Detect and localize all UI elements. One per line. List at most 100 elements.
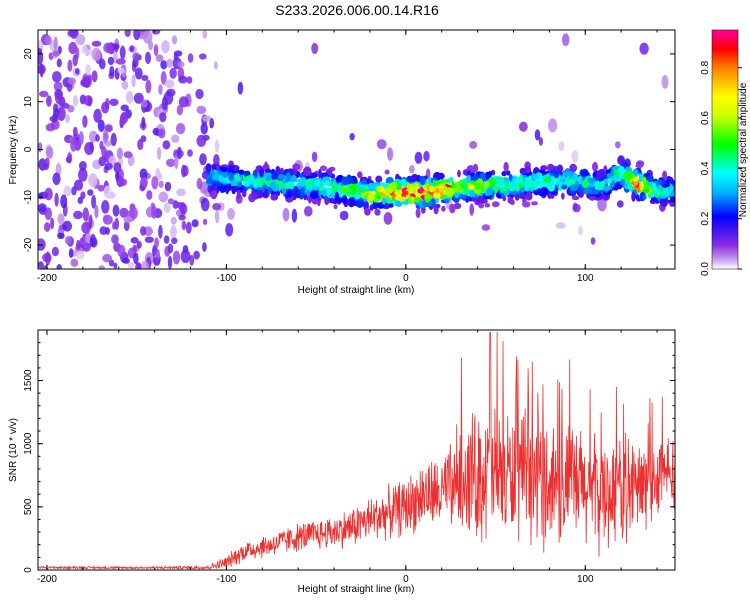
spectrogram-cell: [50, 217, 55, 230]
spectrogram-cell: [625, 166, 632, 173]
spectrogram-cell: [56, 58, 62, 68]
spectrogram-cell: [202, 242, 207, 252]
spectrogram-cell: [547, 182, 556, 192]
spectrogram-cell: [506, 170, 511, 176]
spectrogram-cell: [157, 128, 166, 139]
spectrogram-cell: [458, 193, 467, 200]
spectrogram-cell: [220, 166, 228, 173]
spectrogram-cell: [82, 76, 92, 88]
spectrogram-cell: [141, 99, 148, 108]
spectrogram-cell: [225, 223, 234, 237]
spectrogram-cell: [95, 134, 100, 142]
spectrogram-cell: [213, 154, 220, 167]
spectrogram-cell: [132, 52, 140, 61]
spectrogram-cell: [51, 246, 60, 257]
spectrogram-cell: [158, 224, 163, 239]
spectrogram-cell: [202, 115, 211, 122]
spectrogram-cell: [319, 190, 328, 195]
spectrogram-cell: [237, 81, 244, 95]
spectrogram-cell: [164, 181, 172, 192]
spectrogram-cell: [264, 188, 269, 198]
spectrogram-cell: [410, 197, 415, 203]
spectrogram-cell: [167, 255, 173, 269]
spectrogram-cell: [481, 224, 491, 231]
spectrogram-cell: [257, 178, 262, 187]
spectrogram-cell: [81, 222, 91, 234]
spectrogram-x-label: Height of straight line (km): [298, 285, 415, 296]
spectrogram-cell: [493, 185, 500, 192]
spectrogram-cell: [144, 236, 154, 243]
y-tick-label: 1000: [23, 432, 34, 455]
spectrogram-cell: [259, 168, 264, 178]
spectrogram-cell: [102, 129, 109, 144]
spectrogram-cell: [155, 248, 160, 259]
spectrogram-cell: [413, 196, 421, 203]
spectrogram-cell: [62, 220, 73, 232]
spectrogram-cell: [391, 181, 398, 192]
spectrogram-cell: [548, 118, 558, 133]
spectrogram-cell: [167, 198, 174, 205]
spectrogram-cell: [485, 174, 490, 179]
spectrogram-cell: [463, 184, 469, 193]
spectrogram-cell: [125, 91, 134, 104]
spectrogram-cell: [210, 190, 218, 200]
spectrogram-cell: [179, 203, 188, 215]
spectrogram-cell: [174, 155, 179, 170]
spectrogram-cell: [177, 61, 185, 68]
spectrogram-cell: [490, 169, 496, 176]
spectrogram-cell: [409, 165, 415, 174]
x-tick-label: -100: [216, 574, 236, 585]
spectrogram-cell: [424, 193, 431, 200]
spectrogram-cell: [199, 53, 207, 60]
spectrogram-cell: [620, 178, 625, 186]
spectrogram-cell: [166, 158, 176, 167]
spectrogram-cell: [101, 101, 110, 114]
spectrogram-cell: [141, 75, 149, 81]
spectrogram-cell: [318, 168, 322, 179]
spectrogram-cell: [151, 204, 157, 219]
spectrogram-cell: [102, 214, 113, 225]
spectrogram-cell: [307, 195, 312, 204]
spectrogram-cell: [68, 248, 74, 259]
spectrogram-cell: [54, 192, 59, 207]
spectrogram-cell: [44, 207, 52, 220]
spectrogram-cell: [123, 151, 133, 159]
spectrogram-cell: [72, 54, 78, 67]
spectrogram-cell: [635, 164, 644, 168]
spectrogram-cell: [642, 176, 647, 185]
spectrogram-cell: [333, 204, 338, 210]
spectrogram-cell: [91, 70, 98, 83]
spectrogram-cell: [298, 178, 306, 187]
spectrogram-cell: [44, 35, 52, 46]
spectrogram-cell: [166, 58, 173, 68]
spectrogram-cell: [75, 68, 80, 75]
spectrogram-cell: [141, 176, 148, 188]
spectrogram-y-ticks: -20 -10 0 10 20: [23, 48, 675, 252]
spectrogram-cell: [561, 184, 568, 190]
spectrogram-cell: [400, 190, 409, 196]
spectrogram-cell: [248, 176, 256, 185]
spectrogram-cell: [437, 172, 445, 180]
spectrogram-cell: [39, 63, 44, 78]
spectrogram-cell: [571, 164, 577, 170]
spectrogram-cell: [209, 117, 215, 129]
spectrogram-cell: [134, 67, 143, 80]
spectrogram-cell: [56, 264, 62, 269]
spectrogram-cell: [366, 193, 375, 202]
spectrogram-cell: [660, 179, 667, 185]
spectrogram-cell: [163, 202, 171, 214]
spectrogram-cell: [347, 197, 356, 208]
spectrogram-cell: [83, 95, 93, 106]
spectrogram-cell: [221, 170, 228, 178]
spectrogram-cell: [57, 232, 65, 239]
spectrogram-cell: [57, 107, 66, 121]
colorbar-tick-label: 0.6: [700, 111, 711, 125]
spectrogram-cell: [115, 171, 120, 182]
spectrogram-cell: [140, 226, 147, 236]
spectrogram-cell: [112, 204, 120, 217]
spectrogram-cell: [631, 174, 640, 182]
spectrogram-cell: [185, 221, 192, 234]
spectrogram-cell: [178, 96, 189, 108]
spectrogram-cell: [43, 163, 49, 171]
spectrogram-cell: [625, 171, 634, 180]
